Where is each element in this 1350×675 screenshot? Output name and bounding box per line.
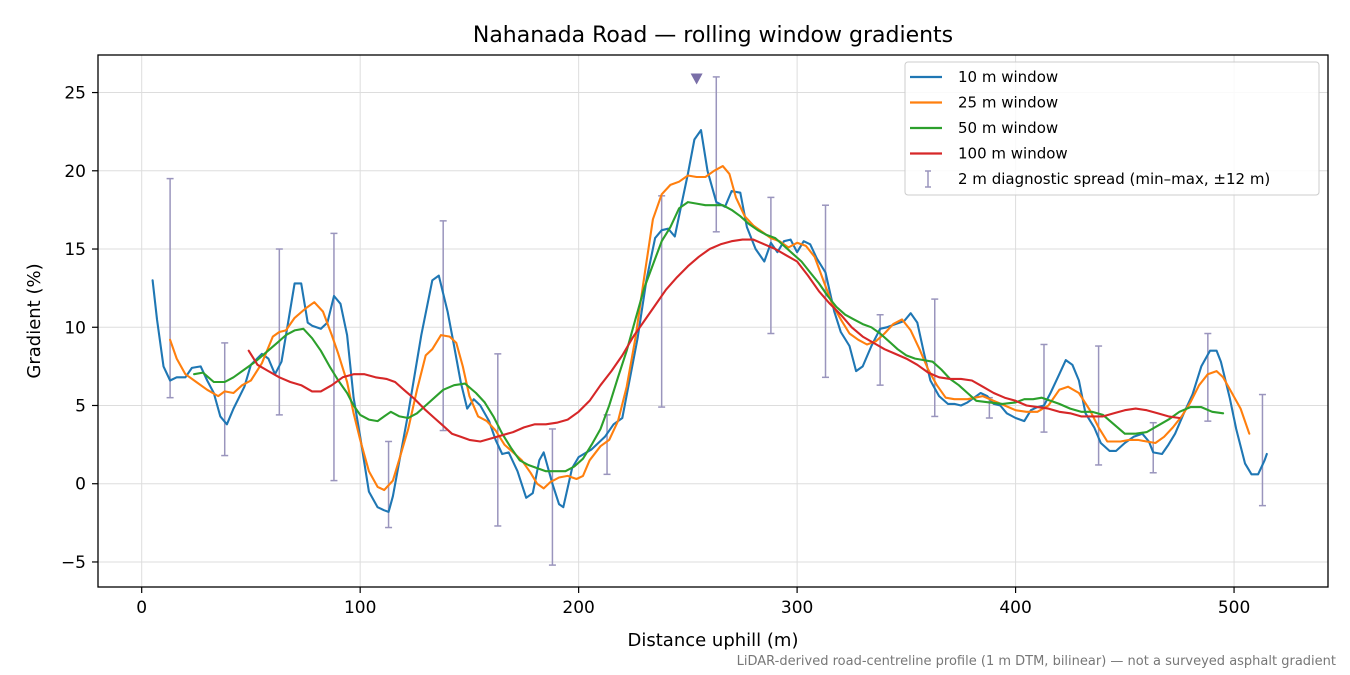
errorbar: [1149, 421, 1157, 474]
axes-frame: [97, 54, 1329, 588]
errorbar: [767, 196, 775, 335]
series-line-50-m-window: [193, 201, 1225, 473]
series-line-25-m-window: [169, 165, 1251, 492]
x-tick-label: 400: [999, 598, 1031, 618]
y-tick-label: 15: [64, 240, 86, 260]
errorbar: [603, 414, 611, 476]
chart-title: Nahanada Road — rolling window gradients: [473, 23, 953, 48]
errorbar: [548, 428, 556, 566]
errorbar: [221, 342, 229, 457]
y-axis-label: Gradient (%): [24, 263, 45, 378]
y-tick-label: 10: [64, 318, 86, 338]
footnote: LiDAR-derived road-centreline profile (1…: [737, 654, 1336, 669]
y-tick-label: 5: [75, 396, 86, 416]
legend-label: 25 m window: [958, 94, 1058, 112]
x-axis-label: Distance uphill (m): [628, 630, 799, 651]
legend-box: [904, 61, 1320, 196]
plot-area: [151, 73, 1268, 566]
errorbar: [712, 76, 720, 233]
legend: 10 m window 25 m window 50 m window 100 m w…: [904, 61, 1320, 196]
x-tick-label: 500: [1218, 598, 1250, 618]
x-axis: 0 100 200 300 400 500: [136, 587, 1250, 618]
errorbar: [876, 313, 884, 386]
legend-label: 100 m window: [958, 145, 1068, 163]
errorbar: [1095, 345, 1103, 466]
y-tick-label: 0: [75, 475, 86, 495]
errorbar: [931, 298, 939, 418]
y-tick-label: 20: [64, 162, 86, 182]
y-tick-label: −5: [61, 553, 86, 573]
legend-label: 2 m diagnostic spread (min–max, ±12 m): [958, 170, 1270, 188]
peak-marker: [690, 73, 703, 85]
errorbar: [439, 220, 447, 432]
x-tick-label: 100: [344, 598, 376, 618]
errorbar: [1040, 343, 1048, 433]
errorbar: [658, 195, 666, 408]
errorbar: [1204, 332, 1212, 422]
y-axis: −5 0 5 10 15 20 25: [61, 84, 98, 573]
series-line-100-m-window: [247, 238, 1181, 443]
errorbar: [494, 353, 502, 527]
errorbar: [1258, 393, 1266, 507]
legend-errorbar-swatch: [925, 170, 931, 188]
y-tick-label: 25: [64, 84, 86, 104]
legend-label: 10 m window: [958, 68, 1058, 86]
x-tick-label: 300: [781, 598, 813, 618]
x-tick-label: 200: [562, 598, 594, 618]
x-tick-label: 0: [136, 598, 147, 618]
errorbar: [330, 232, 338, 482]
errorbar: [166, 177, 174, 399]
legend-label: 50 m window: [958, 119, 1058, 137]
